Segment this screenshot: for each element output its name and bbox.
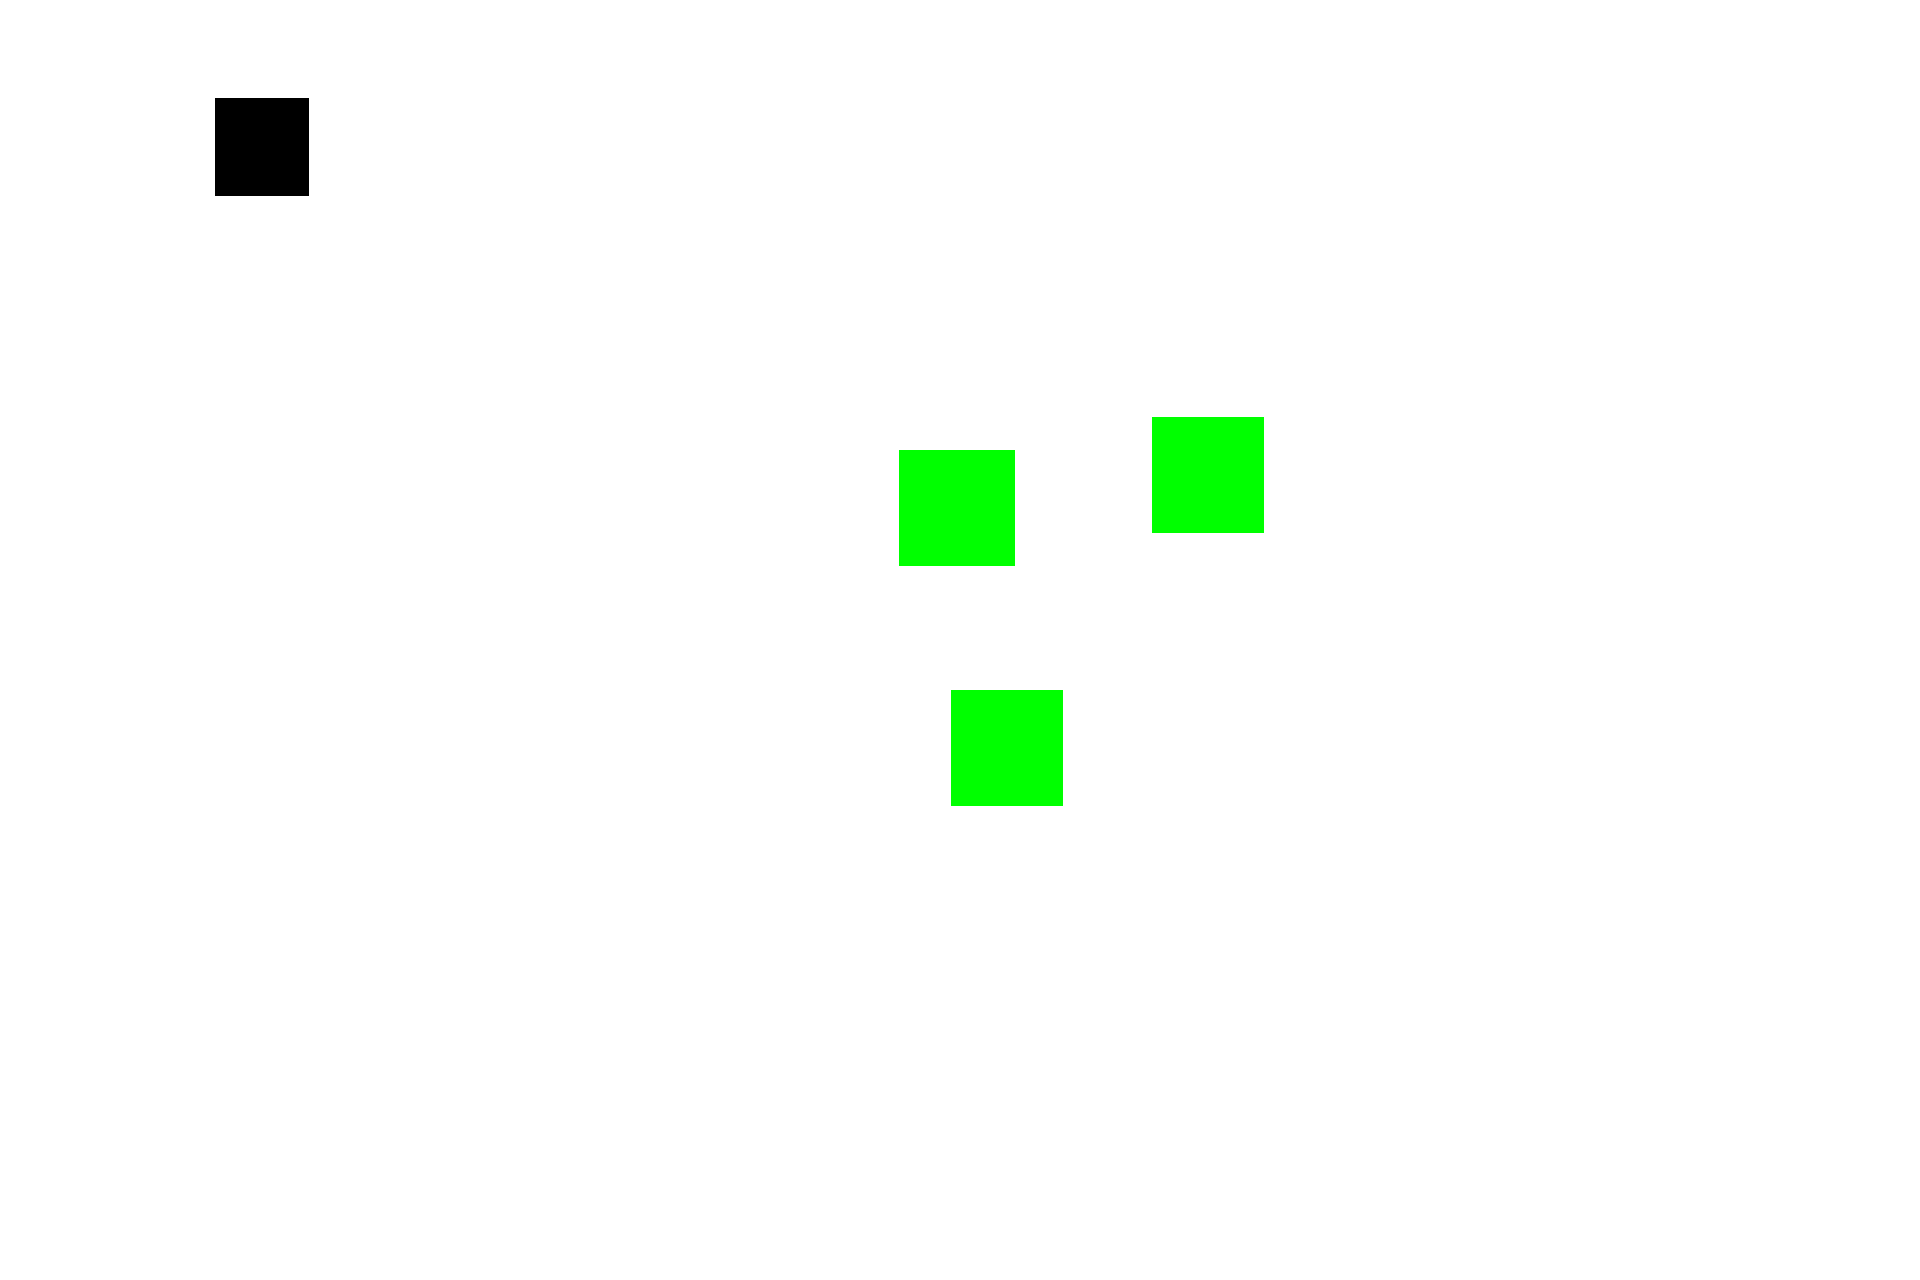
green-square-3 — [951, 690, 1063, 806]
black-square — [215, 98, 309, 196]
diagram-canvas — [0, 0, 1920, 1280]
green-square-2 — [1152, 417, 1264, 533]
green-square-1 — [899, 450, 1015, 566]
